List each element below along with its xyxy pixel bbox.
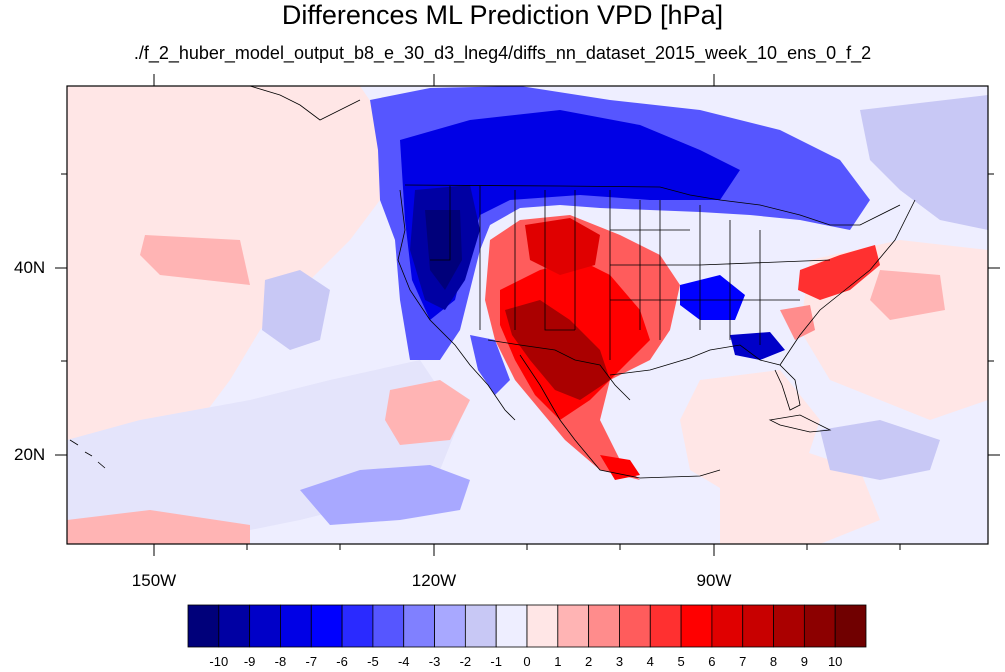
lon-label-90w: 90W bbox=[696, 571, 732, 590]
colorbar-tick-label: -5 bbox=[367, 654, 379, 669]
pacific-pink-patch-1 bbox=[140, 235, 250, 285]
southwest-positive-darkest bbox=[505, 300, 610, 400]
colorbar-tick-label: 1 bbox=[554, 654, 562, 669]
colorbar-tick-label: 8 bbox=[769, 654, 778, 669]
pacific-pink-patch-3 bbox=[67, 510, 250, 544]
colorbar-tick-label: 0 bbox=[523, 654, 531, 669]
colorbar-tick-label: -7 bbox=[305, 654, 318, 669]
atlantic-pink-patch bbox=[870, 270, 945, 320]
midwest-negative-blob bbox=[680, 275, 745, 320]
pacific-pink-patch-2 bbox=[385, 380, 470, 445]
north-america-coastline bbox=[397, 189, 916, 479]
pacific-nw-darkest bbox=[425, 210, 462, 290]
hawaii-islands bbox=[69, 439, 106, 469]
caribbean-positive bbox=[720, 450, 880, 544]
colorbar-tick-label: 7 bbox=[739, 654, 747, 669]
pacific-blue-patch bbox=[262, 270, 330, 350]
colorbar-tick-label: 9 bbox=[800, 654, 808, 669]
colorbar-tick-label: -6 bbox=[336, 654, 348, 669]
tropical-blue-band2 bbox=[820, 420, 940, 480]
alaska-coast bbox=[249, 86, 361, 121]
us-canada-border bbox=[404, 184, 901, 226]
colorbar-tick-label: 10 bbox=[827, 654, 843, 669]
political-boundaries bbox=[69, 86, 916, 479]
colorbar-tick-label: -10 bbox=[209, 654, 229, 669]
mexico-red-tail bbox=[600, 455, 640, 480]
canada-negative-core bbox=[400, 110, 740, 320]
colorbar-tick-label: 5 bbox=[677, 654, 685, 669]
lat-label-20n: 20N bbox=[14, 445, 46, 464]
lat-label-40n: 40N bbox=[14, 258, 46, 277]
plains-positive-core bbox=[525, 218, 600, 275]
colorbar-tick-label: -8 bbox=[274, 654, 287, 669]
colorbar-tick-label: -1 bbox=[490, 654, 502, 669]
lon-label-150w: 150W bbox=[131, 571, 177, 590]
colorbar-tick-label: -4 bbox=[397, 654, 410, 669]
state-lines bbox=[430, 186, 831, 360]
colorbar-tick-label: 2 bbox=[585, 654, 593, 669]
map-subtitle: ./f_2_huber_model_output_b8_e_30_d3_lneg… bbox=[133, 43, 872, 63]
colorbar-tick-label: -2 bbox=[459, 654, 472, 669]
colorbar-tick-label: 6 bbox=[708, 654, 716, 669]
cuba-outline bbox=[768, 414, 832, 433]
axis-ticks bbox=[55, 74, 1000, 556]
pacific-positive-region bbox=[67, 86, 390, 520]
carolina-positive bbox=[780, 305, 815, 340]
southeast-negative-blob bbox=[730, 332, 785, 360]
southwest-blue-coast bbox=[470, 335, 510, 395]
colorbar-tick-label: -3 bbox=[428, 654, 441, 669]
colorbar-tick-label: -9 bbox=[243, 654, 256, 669]
colorbar-tick-label: 4 bbox=[646, 654, 654, 669]
tropical-blue-band bbox=[300, 465, 470, 525]
east-coast-positive bbox=[798, 245, 880, 300]
north-atlantic-blue bbox=[860, 95, 988, 230]
map-title: Differences ML Prediction VPD [hPa] bbox=[281, 0, 724, 30]
lon-label-120w: 120W bbox=[411, 571, 457, 590]
colorbar-tick-label: 3 bbox=[615, 654, 624, 669]
us-mexico-border bbox=[487, 339, 631, 401]
